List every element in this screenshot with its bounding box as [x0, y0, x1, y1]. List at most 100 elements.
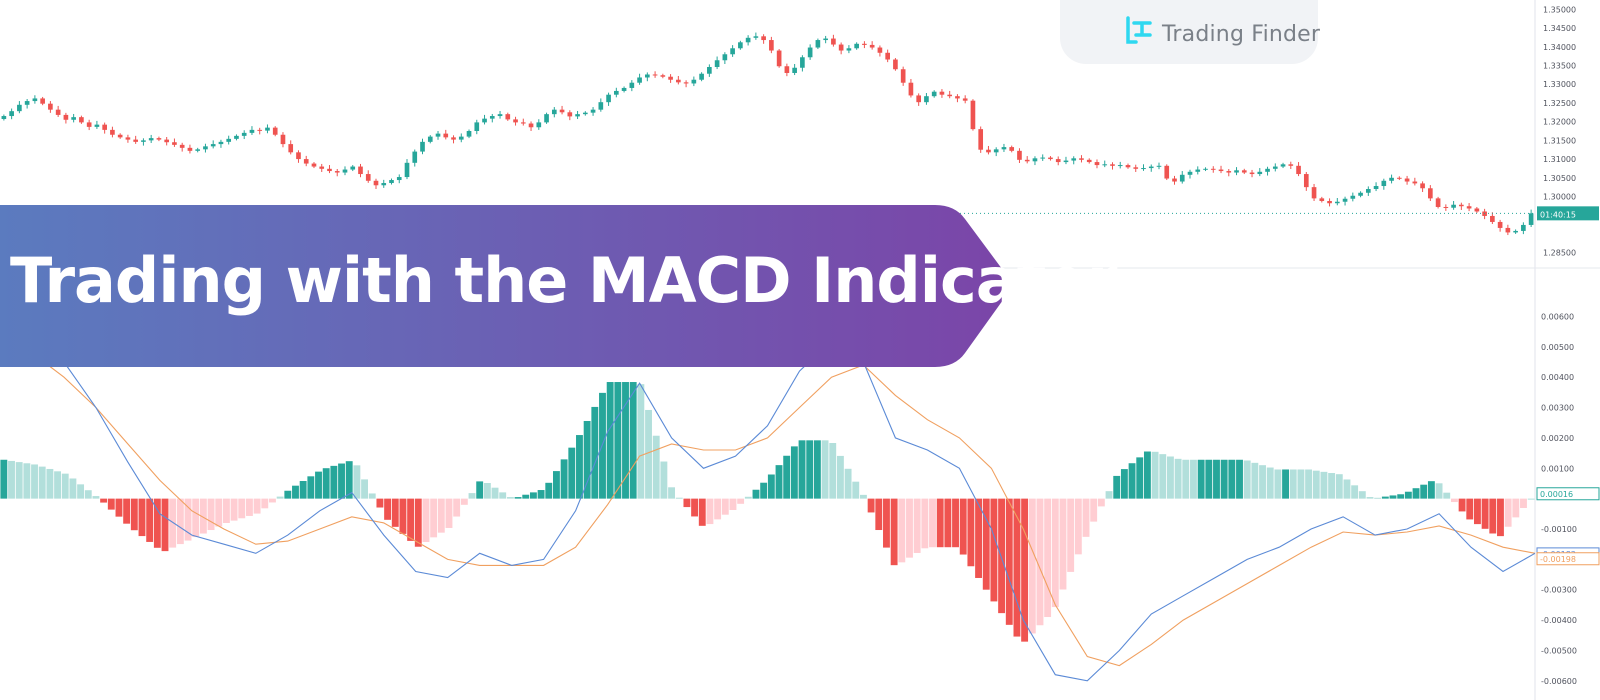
- histogram-bar: [38, 466, 46, 499]
- candle-body: [668, 76, 673, 80]
- histogram-bar: [453, 498, 461, 517]
- histogram-bar: [1466, 498, 1474, 520]
- histogram-bar: [422, 498, 430, 543]
- histogram-bar: [1358, 491, 1366, 499]
- histogram-bar: [391, 498, 399, 527]
- candle-body: [1365, 189, 1371, 193]
- histogram-bar: [1074, 498, 1082, 555]
- candle-body: [443, 133, 449, 138]
- histogram-bar: [1036, 498, 1044, 626]
- histogram-bar: [1381, 496, 1389, 499]
- histogram-bar: [1197, 459, 1205, 499]
- candle-body: [48, 103, 53, 110]
- histogram-bar: [1343, 479, 1351, 499]
- candle-body: [962, 98, 968, 101]
- candle-body: [893, 59, 898, 70]
- histogram-bar: [1435, 483, 1443, 499]
- histogram-bar: [61, 473, 69, 499]
- candle-body: [311, 163, 317, 167]
- candle-body: [590, 109, 596, 113]
- candle-body: [559, 109, 565, 113]
- histogram-bar: [591, 406, 599, 499]
- candle-body: [257, 129, 263, 131]
- histogram-bar: [1397, 494, 1405, 499]
- histogram-bar: [207, 498, 215, 531]
- histogram-bar: [683, 498, 691, 508]
- candle-body: [1412, 181, 1418, 184]
- histogram-bar: [1259, 465, 1266, 499]
- macd-tick-label: 0.00400: [1541, 373, 1574, 382]
- histogram-bar: [1113, 475, 1121, 499]
- histogram-bar: [130, 498, 138, 531]
- histogram-bar: [898, 498, 906, 563]
- histogram-bar: [31, 464, 38, 499]
- histogram-bar: [760, 482, 768, 499]
- price-tick-label: 1.30500: [1543, 174, 1576, 183]
- candle-body: [358, 166, 363, 175]
- candle-body: [1141, 168, 1146, 170]
- histogram-bar: [1228, 459, 1236, 499]
- histogram-bar: [299, 481, 307, 499]
- histogram-bar: [1389, 495, 1397, 499]
- candle-body: [676, 79, 681, 83]
- candle-body: [1303, 174, 1309, 188]
- candle-body: [691, 79, 697, 84]
- histogram-bar: [1213, 459, 1220, 499]
- histogram-bar: [230, 498, 238, 521]
- histogram-bar: [982, 498, 990, 590]
- histogram-bar: [146, 498, 154, 542]
- candle-body: [412, 151, 418, 163]
- histogram-bar: [0, 459, 8, 499]
- histogram-bar: [376, 498, 384, 508]
- histogram-bar: [269, 498, 276, 503]
- histogram-bar: [261, 498, 269, 509]
- histogram-bar: [169, 498, 177, 548]
- candle-body: [1528, 213, 1534, 225]
- histogram-bar: [906, 498, 913, 558]
- macd-tick-label: 0.00200: [1541, 434, 1574, 443]
- candle-body: [1024, 159, 1030, 162]
- histogram-bar: [1251, 462, 1259, 499]
- candle-body: [141, 140, 146, 142]
- price-tick-label: 1.32000: [1543, 118, 1576, 127]
- histogram-bar: [1136, 457, 1144, 499]
- candle-body: [800, 57, 805, 68]
- histogram-bar: [69, 478, 77, 499]
- candle-body: [862, 43, 867, 45]
- candle-body: [1327, 200, 1332, 204]
- candle-body: [288, 144, 294, 153]
- price-tick-label: 1.30000: [1543, 193, 1576, 202]
- candle-body: [94, 124, 100, 127]
- histogram-bar: [660, 461, 668, 499]
- histogram-bar: [107, 498, 115, 510]
- histogram-bar: [215, 498, 223, 527]
- candle-body: [1125, 165, 1131, 168]
- candle-body: [179, 144, 185, 148]
- candle-body: [1164, 165, 1170, 179]
- histogram-bar: [46, 468, 54, 499]
- histogram-bar: [813, 440, 821, 499]
- price-tick-label: 1.31000: [1543, 155, 1576, 164]
- candle-body: [869, 44, 875, 48]
- histogram-bar: [1274, 469, 1282, 499]
- candle-body: [1055, 159, 1061, 163]
- macd-tick-label: -0.00100: [1541, 525, 1577, 534]
- histogram-bar: [483, 483, 491, 499]
- histogram-bar: [176, 498, 184, 545]
- candle-body: [373, 180, 379, 186]
- candle-body: [482, 118, 487, 123]
- histogram-bar: [315, 471, 322, 499]
- candle-body: [1474, 208, 1480, 212]
- histogram-bar: [975, 498, 982, 578]
- histogram-bar: [491, 487, 499, 499]
- price-tick-label: 1.28500: [1543, 249, 1576, 258]
- histogram-value-label: 0.00016: [1540, 490, 1573, 499]
- histogram-bar: [1289, 469, 1297, 499]
- candle-body: [234, 135, 239, 139]
- candle-body: [1428, 188, 1433, 199]
- histogram-bar: [1297, 469, 1305, 499]
- histogram-bar: [1205, 459, 1213, 499]
- histogram-bar: [384, 498, 392, 520]
- candle-body: [1156, 165, 1162, 167]
- candle-body: [1179, 174, 1185, 182]
